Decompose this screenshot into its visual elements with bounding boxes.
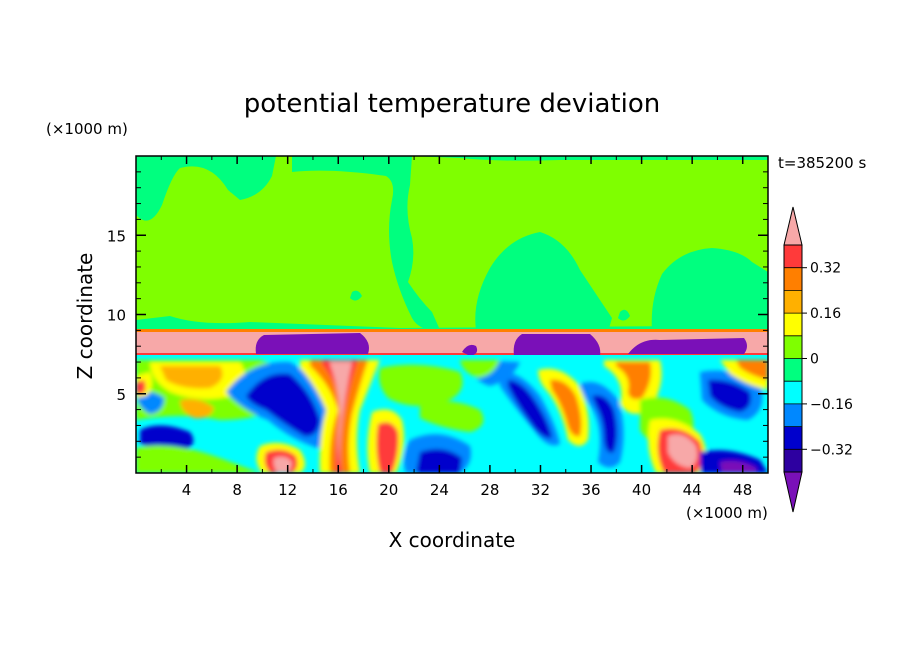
colorbar: 0.32 0.16 0 −0.16 −0.32 [783,206,853,513]
x-tick-label: 20 [379,481,398,499]
y-tick-label: 5 [116,386,126,404]
x-tick-label: 28 [480,481,499,499]
x-axis-label: X coordinate [389,528,516,552]
contour-field [136,156,768,473]
x-tick-label: 24 [430,481,449,499]
x-tick-label: 44 [683,481,702,499]
colorbar-swatch [784,381,802,404]
time-label: t=385200 s [778,154,866,172]
inversion-top-line [136,329,768,332]
y-axis-label: Z coordinate [73,253,97,380]
colorbar-swatch [784,449,802,472]
colorbar-swatch [784,358,802,382]
colorbar-swatch [784,313,802,336]
colorbar-over-arrow [783,206,803,246]
y-axis: 5 10 15 [107,171,768,458]
x-tick-label: 48 [733,481,752,499]
y-tick-label: 10 [107,307,126,325]
lower-layer-patches [136,360,768,473]
x-tick-label: 40 [632,481,651,499]
inversion-bottom-line [136,353,768,356]
x-tick-label: 12 [278,481,297,499]
chart-title: potential temperature deviation [244,89,660,119]
x-tick-label: 36 [581,481,600,499]
colorbar-tick-label: −0.16 [810,397,853,413]
x-tick-label: 32 [531,481,550,499]
colorbar-swatch [784,267,802,291]
colorbar-tick-label: −0.32 [810,442,853,458]
colorbar-swatch [784,245,802,268]
colorbar-tick-label: 0.32 [810,261,841,277]
upper-layer-patches [136,156,768,336]
colorbar-swatch [784,426,802,450]
y-unit-label: (×1000 m) [46,120,128,138]
x-tick-label: 16 [329,481,348,499]
colorbar-swatch [784,290,802,314]
colorbar-tick-label: 0.16 [810,306,841,322]
colorbar-swatch [784,403,802,427]
colorbar-under-arrow [783,471,803,513]
x-unit-label: (×1000 m) [686,504,768,522]
colorbar-swatch [784,335,802,359]
y-tick-label: 15 [107,227,126,245]
x-tick-label: 4 [182,481,192,499]
x-tick-label: 8 [232,481,242,499]
colorbar-tick-label: 0 [810,352,819,368]
x-axis: 4 8 12 16 20 24 28 32 36 40 44 48 [160,156,752,499]
